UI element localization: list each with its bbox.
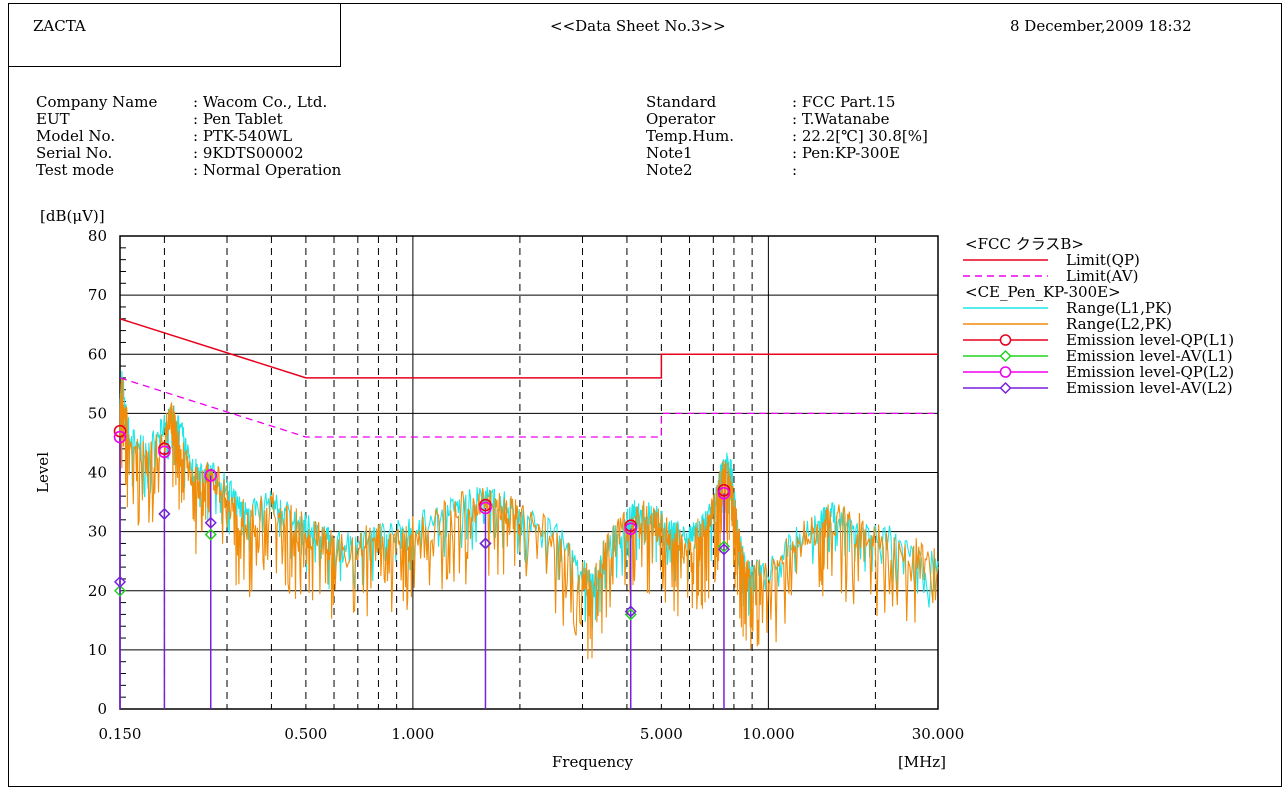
info-value: : FCC Part.15 (792, 93, 896, 111)
legend-marker (999, 366, 1012, 378)
x-tick-label: 1.000 (391, 725, 434, 743)
y-tick-label: 20 (88, 582, 107, 600)
y-axis-unit: [dB(μV)] (40, 207, 105, 225)
x-axis-unit: [MHz] (898, 753, 946, 771)
legend-entry-label: Limit(QP) (1066, 251, 1140, 269)
info-label: Test mode (36, 161, 114, 179)
info-label: Note2 (646, 161, 693, 179)
legend-heading: <CE_Pen_KP-300E> (965, 283, 1121, 301)
y-axis-label: Level (34, 452, 52, 493)
info-value: : Pen:KP-300E (792, 144, 900, 162)
y-tick-label: 30 (88, 523, 107, 541)
x-axis-label: Frequency (552, 753, 634, 771)
y-tick-label: 10 (88, 641, 107, 659)
emission-av-l2-marker (113, 575, 127, 588)
sheet-title: <<Data Sheet No.3>> (550, 17, 726, 35)
legend-entry-label: Emission level-QP(L1) (1066, 331, 1234, 349)
info-value: : Normal Operation (193, 161, 342, 179)
range-trace-l2 (119, 377, 939, 660)
info-value: : Pen Tablet (193, 110, 283, 128)
limit-qp-line (119, 318, 938, 379)
legend-entry-label: Range(L2,PK) (1066, 315, 1172, 333)
info-value: : PTK-540WL (193, 127, 293, 145)
company-name-header: ZACTA (33, 17, 86, 35)
y-tick-label: 0 (97, 700, 107, 718)
info-label: EUT (36, 110, 70, 128)
emission-av-l1-marker (204, 528, 217, 541)
y-tick-label: 50 (88, 404, 107, 422)
info-label: Standard (646, 93, 717, 111)
info-label: Operator (646, 110, 716, 128)
emission-qp-l2-marker (479, 501, 492, 515)
y-tick-label: 80 (88, 227, 107, 245)
info-label: Serial No. (36, 144, 113, 162)
legend-entry-label: Range(L1,PK) (1066, 299, 1172, 317)
info-value: : T.Watanabe (792, 110, 890, 128)
emission-av-l1-marker (113, 584, 127, 597)
emission-qp-l1-marker (113, 424, 127, 438)
x-tick-label: 0.150 (99, 725, 142, 743)
emission-qp-l2-marker (717, 486, 731, 500)
emission-av-l1-marker (717, 540, 731, 553)
x-tick-label: 30.000 (912, 725, 965, 743)
company-box (8, 3, 341, 67)
emission-av-l2-marker (624, 605, 637, 618)
emission-qp-l2-marker (204, 469, 218, 482)
legend-entry-label: Limit(AV) (1066, 267, 1138, 285)
info-value: : Wacom Co., Ltd. (193, 93, 328, 111)
y-tick-label: 40 (88, 464, 107, 482)
legend-entry-label: Emission level-AV(L2) (1066, 379, 1233, 397)
emission-av-l2-marker (204, 516, 217, 529)
x-tick-label: 10.000 (742, 725, 795, 743)
emission-av-l2-marker (717, 543, 731, 556)
legend-entry-label: Emission level-AV(L1) (1066, 347, 1233, 365)
legend-heading: <FCC クラスB> (965, 235, 1084, 253)
y-tick-label: 60 (88, 345, 107, 363)
legend-entry-label: Emission level-QP(L2) (1066, 363, 1234, 381)
legend-marker (999, 381, 1012, 395)
info-label: Note1 (646, 144, 693, 162)
date-time: 8 December,2009 18:32 (1010, 17, 1192, 35)
data-sheet-frame (8, 3, 1282, 787)
info-value: : (792, 161, 798, 179)
emission-av-l2-marker (158, 507, 171, 520)
info-value: : 9KDTS00002 (193, 144, 304, 162)
range-trace-l1 (119, 371, 939, 628)
emission-qp-l2-marker (624, 522, 638, 535)
emission-qp-l2-marker (113, 430, 127, 444)
info-value: : 22.2[℃] 30.8[%] (792, 127, 928, 145)
info-label: Temp.Hum. (646, 127, 735, 145)
info-label: Model No. (36, 127, 116, 145)
x-tick-label: 5.000 (640, 725, 683, 743)
legend-marker (999, 349, 1012, 363)
info-label: Company Name (36, 93, 158, 111)
emission-av-l2-marker (479, 537, 492, 550)
legend-marker (999, 334, 1012, 346)
y-tick-label: 70 (88, 286, 107, 304)
emission-qp-l2-marker (158, 445, 171, 459)
x-tick-label: 0.500 (284, 725, 327, 743)
limit-av-line (119, 377, 938, 438)
